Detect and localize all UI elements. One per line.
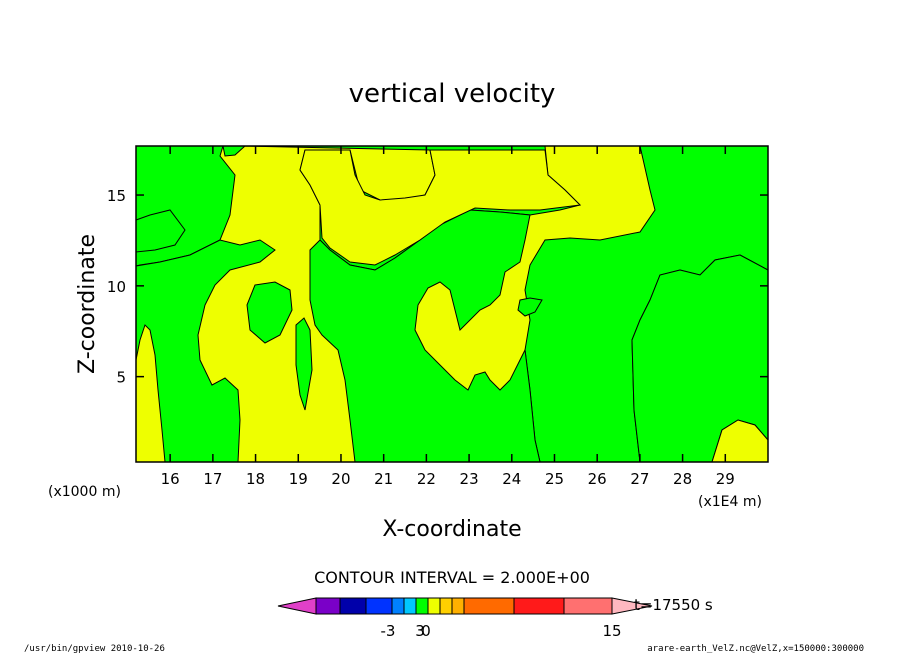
footer-right: arare-earth_VelZ.nc@VelZ,x=150000:300000: [647, 644, 864, 654]
color-bar-swatch: [415, 597, 429, 615]
green-region-inner-left: [246, 281, 293, 344]
x-tick-label: 19: [289, 470, 308, 488]
x-tick-label: 17: [203, 470, 222, 488]
x-tick-label: 28: [673, 470, 692, 488]
color-bar-left-arrow: [277, 597, 317, 615]
x-tick-label: 21: [374, 470, 393, 488]
x-tick-label: 23: [460, 470, 479, 488]
color-bar-swatch: [439, 597, 453, 615]
yellow-region-top-center: [299, 149, 582, 266]
x-tick-label: 26: [588, 470, 607, 488]
color-bar-swatch: [391, 597, 405, 615]
x-tick-label: 29: [716, 470, 735, 488]
color-bar-label: -3: [381, 622, 396, 640]
chart-title: vertical velocity: [349, 79, 556, 109]
contour-interval-label: CONTOUR INTERVAL = 2.000E+00: [314, 568, 590, 587]
green-region-left-upper: [135, 209, 186, 253]
color-bar-swatch: [365, 597, 393, 615]
color-bar-swatch: [451, 597, 465, 615]
x-unit-label: (x1E4 m): [698, 494, 762, 510]
color-bar-swatch: [463, 597, 515, 615]
color-bar-swatch: [339, 597, 367, 615]
green-region-small: [517, 297, 543, 317]
color-bar-label: 0: [421, 622, 431, 640]
color-bar-swatch: [427, 597, 441, 615]
yellow-overlays: [299, 149, 769, 463]
footer-left: /usr/bin/gpview 2010-10-26: [24, 644, 165, 654]
color-bar-right-arrow: [611, 597, 653, 615]
x-tick-label: 16: [161, 470, 180, 488]
color-bar-swatch: [563, 597, 613, 615]
time-label: t=17550 s: [634, 596, 713, 614]
plot-frame: [135, 145, 769, 463]
x-tick-label: 25: [545, 470, 564, 488]
color-bar-label: 3: [415, 622, 425, 640]
y-axis-label: Z-coordinate: [75, 234, 100, 374]
y-tick-label: 5: [116, 369, 126, 387]
plot-area: [135, 145, 769, 463]
color-bar-swatch: [315, 597, 341, 615]
x-axis: 16 17 18 19 20 21 22 23 24 25 26 27 28 29: [161, 146, 735, 488]
x-axis-label: X-coordinate: [382, 517, 521, 542]
color-bar-label: 15: [602, 622, 621, 640]
y-tick-label: 15: [107, 187, 126, 205]
color-bar: [277, 597, 653, 615]
x-tick-label: 22: [417, 470, 436, 488]
green-region-spike: [295, 317, 313, 411]
x-tick-label: 27: [630, 470, 649, 488]
y-axis: 5 10 15: [107, 187, 768, 387]
color-bar-swatch: [403, 597, 417, 615]
contour-regions: [135, 145, 769, 463]
x-tick-label: 20: [331, 470, 350, 488]
y-unit-label: (x1000 m): [48, 484, 121, 500]
x-tick-label: 24: [502, 470, 521, 488]
y-tick-label: 10: [107, 278, 126, 296]
green-region-left-column: [135, 239, 276, 463]
color-bar-swatch: [513, 597, 565, 615]
color-bar-labels: -3 03 15: [381, 622, 622, 640]
x-tick-label: 18: [246, 470, 265, 488]
